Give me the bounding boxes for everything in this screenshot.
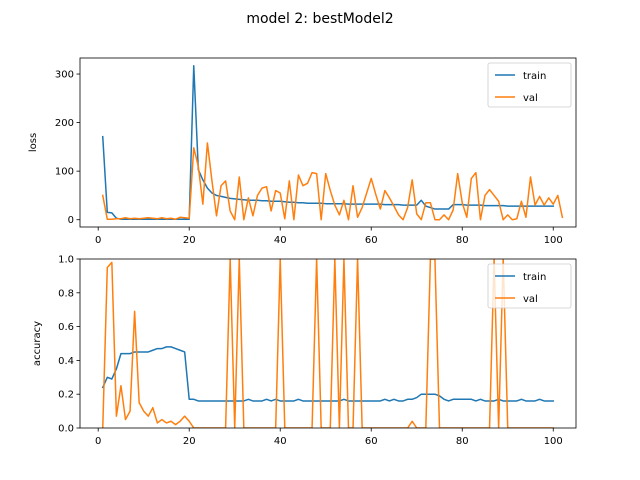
accuracy-ytick-label: 0.4 <box>58 356 74 367</box>
loss-ytick-label: 0 <box>68 215 74 226</box>
loss-xtick-label: 0 <box>95 235 101 246</box>
loss-ytick-label: 200 <box>55 118 74 129</box>
accuracy-legend-label-train: train <box>523 272 546 283</box>
accuracy-series-train <box>101 346 554 402</box>
accuracy-xtick-label: 60 <box>365 436 378 447</box>
accuracy-ytick-label: 1.0 <box>58 255 74 266</box>
accuracy-axes-frame <box>79 258 577 429</box>
loss-ytick-label: 100 <box>55 167 74 178</box>
loss-xtick-label: 100 <box>544 235 563 246</box>
loss-series-train <box>101 65 554 220</box>
accuracy-xtick-label: 80 <box>456 436 469 447</box>
loss-xtick-label: 60 <box>365 235 378 246</box>
accuracy-ytick-label: 0.8 <box>58 288 74 299</box>
chart-title: model 2: bestModel2 <box>246 11 393 27</box>
loss-xtick-label: 80 <box>456 235 469 246</box>
accuracy-legend: train val <box>487 263 572 309</box>
loss-axes-frame <box>79 57 577 228</box>
loss-series-val <box>101 142 564 221</box>
loss-panel: 0 20 40 60 80 100 0 100 200 300 loss train val <box>28 57 577 246</box>
accuracy-ytick-label: 0.2 <box>58 390 74 401</box>
accuracy-series-val <box>101 259 554 428</box>
loss-ytick-label: 300 <box>55 70 74 81</box>
accuracy-xtick-label: 100 <box>544 436 563 447</box>
accuracy-legend-label-val: val <box>523 294 538 305</box>
accuracy-series-group <box>101 259 554 428</box>
loss-xtick-label: 40 <box>274 235 287 246</box>
accuracy-ylabel: accuracy <box>32 321 43 366</box>
accuracy-ytick-label: 0.0 <box>58 424 74 435</box>
loss-xtick-label: 20 <box>183 235 196 246</box>
accuracy-xtick-label: 0 <box>95 436 101 447</box>
accuracy-ytick-label: 0.6 <box>58 322 74 333</box>
accuracy-legend-box <box>487 263 572 309</box>
accuracy-xtick-label: 40 <box>274 436 287 447</box>
loss-legend-label-train: train <box>523 71 546 82</box>
accuracy-xtick-label: 20 <box>183 436 196 447</box>
loss-legend-box <box>487 62 572 108</box>
loss-series-group <box>101 65 564 221</box>
loss-legend: train val <box>487 62 572 108</box>
accuracy-panel: 0 20 40 60 80 100 0.0 0.2 0.4 0.6 0.8 1.0 accuracy tr… <box>32 255 577 447</box>
loss-legend-label-val: val <box>523 93 538 104</box>
chart-panels: 0 20 40 60 80 100 0 100 200 300 loss train val 0 20 40 6… <box>28 57 577 447</box>
loss-ylabel: loss <box>28 133 39 152</box>
